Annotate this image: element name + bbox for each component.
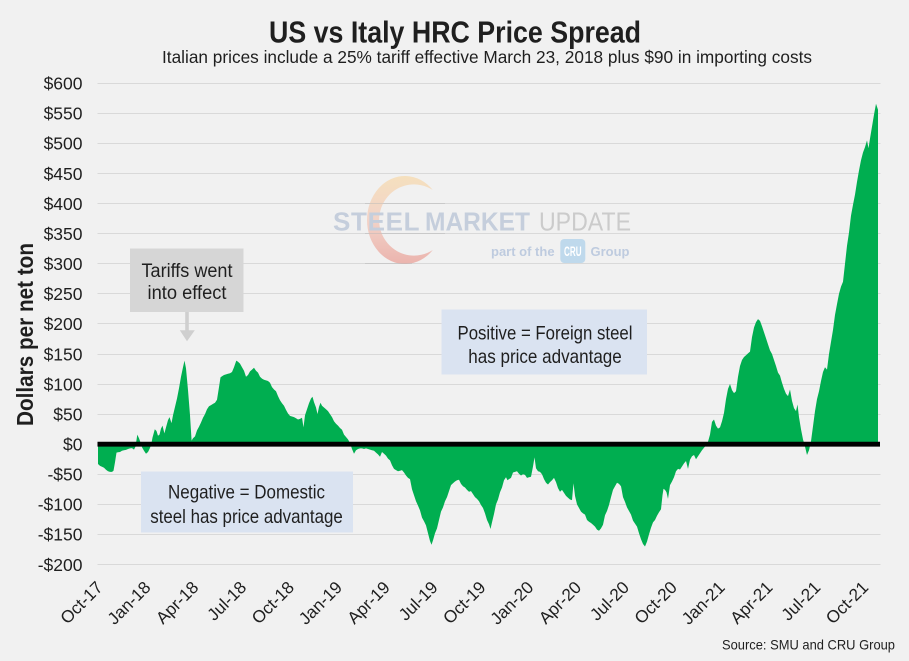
svg-text:STEEL: STEEL (333, 207, 420, 237)
svg-text:-$200: -$200 (38, 555, 83, 575)
svg-text:Source: SMU and CRU Group: Source: SMU and CRU Group (722, 637, 895, 653)
svg-text:steel has price advantage: steel has price advantage (150, 506, 343, 528)
svg-text:$200: $200 (44, 314, 83, 334)
svg-text:Tariffs went: Tariffs went (142, 261, 234, 282)
svg-text:US vs Italy HRC Price Spread: US vs Italy HRC Price Spread (269, 15, 641, 50)
svg-text:part of the: part of the (491, 244, 555, 259)
svg-text:-$150: -$150 (38, 525, 83, 545)
svg-text:$250: $250 (44, 284, 83, 304)
svg-text:$150: $150 (44, 344, 83, 364)
svg-text:Italian prices include a 25% t: Italian prices include a 25% tariff effe… (162, 47, 812, 67)
svg-text:-$50: -$50 (47, 465, 82, 485)
svg-text:MARKET: MARKET (425, 207, 530, 237)
svg-text:CRU: CRU (564, 244, 582, 259)
svg-text:into effect: into effect (148, 283, 228, 304)
svg-text:$400: $400 (44, 194, 83, 214)
svg-text:Negative = Domestic: Negative = Domestic (168, 481, 325, 503)
svg-text:$300: $300 (44, 254, 83, 274)
svg-text:UPDATE: UPDATE (539, 207, 631, 237)
svg-text:Group: Group (591, 244, 630, 259)
svg-text:Positive = Foreign steel: Positive = Foreign steel (458, 323, 633, 345)
svg-text:has price advantage: has price advantage (468, 346, 622, 368)
svg-text:$550: $550 (44, 104, 83, 124)
svg-text:$450: $450 (44, 164, 83, 184)
svg-text:$600: $600 (44, 74, 83, 94)
svg-text:$100: $100 (44, 374, 83, 394)
svg-text:$500: $500 (44, 134, 83, 154)
svg-text:$0: $0 (63, 435, 83, 455)
svg-text:$350: $350 (44, 224, 83, 244)
svg-text:$50: $50 (53, 404, 82, 424)
svg-text:Dollars per net ton: Dollars per net ton (12, 243, 38, 426)
svg-text:-$100: -$100 (38, 495, 83, 515)
